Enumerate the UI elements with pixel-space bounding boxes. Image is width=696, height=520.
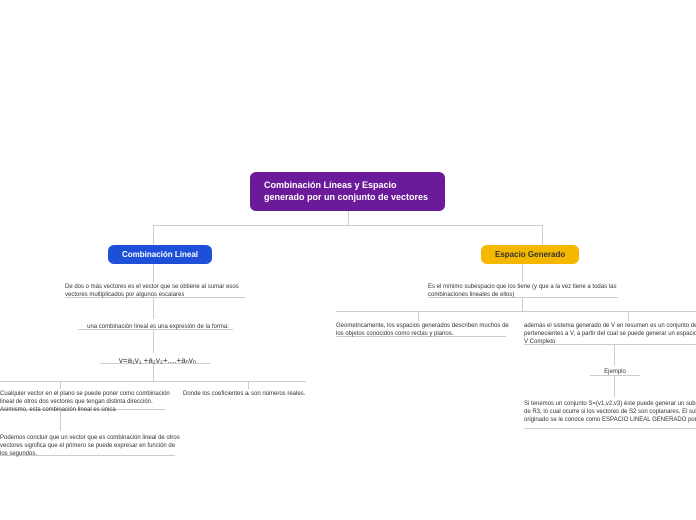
formula-node: v=a₁v₁ +a₂v₂+....+aₙvₙ: [100, 356, 215, 365]
connector: [628, 311, 629, 321]
text-content: Si tenemos un conjunto S={v1,v2,v3} éste…: [524, 401, 696, 423]
connector: [522, 262, 523, 282]
connector: [336, 311, 696, 312]
text-content: Donde los coeficientes aᵢ son números re…: [183, 391, 305, 397]
text-node: una combinación lineal es una expresión …: [78, 323, 238, 331]
text-node: Cualquier vector en el plano se puede po…: [0, 390, 170, 414]
root-node[interactable]: Combinación Líneas y Espacio generado po…: [250, 172, 445, 211]
connector: [153, 297, 154, 319]
connector: [153, 363, 154, 381]
connector: [348, 211, 349, 225]
text-node: Podemos concluir que un vector que es co…: [0, 434, 180, 458]
root-label: Combinación Líneas y Espacio generado po…: [250, 172, 445, 211]
connector: [153, 225, 543, 226]
connector: [614, 375, 615, 397]
connector: [542, 225, 543, 245]
text-content: Es el mínimo subespacio que los tiene (y…: [428, 284, 616, 298]
formula-text: v=a₁v₁ +a₂v₂+....+aₙvₙ: [119, 356, 196, 365]
text-content: además el sistema generado de V en resum…: [524, 323, 696, 345]
text-node: además el sistema generado de V en resum…: [524, 322, 696, 346]
connector: [418, 311, 419, 321]
connector: [524, 428, 696, 429]
text-content: una combinación lineal es una expresión …: [87, 324, 229, 330]
text-node: De dos o más vectores es el vector que s…: [65, 283, 255, 299]
text-content: Geometricamente, los espacios generados …: [336, 323, 509, 337]
connector: [248, 381, 249, 389]
text-content: De dos o más vectores es el vector que s…: [65, 284, 239, 298]
connector: [60, 381, 61, 389]
connector: [153, 329, 154, 353]
text-node: Es el mínimo subespacio que los tiene (y…: [428, 283, 623, 299]
text-node: Si tenemos un conjunto S={v1,v2,v3} éste…: [524, 400, 696, 424]
connector: [153, 225, 154, 245]
branch-label: Combinación Lineal: [122, 250, 198, 259]
connector: [153, 262, 154, 282]
branch-espacio[interactable]: Espacio Generado: [481, 245, 579, 264]
text-node: Donde los coeficientes aᵢ son números re…: [183, 390, 318, 398]
connector: [614, 344, 615, 366]
branch-label: Espacio Generado: [495, 250, 565, 259]
text-node: Geometricamente, los espacios generados …: [336, 322, 511, 338]
text-content: Podemos concluir que un vector que es co…: [0, 435, 180, 457]
connector: [0, 381, 306, 382]
text-content: Ejemplo: [604, 369, 626, 375]
mindmap-canvas: Combinación Líneas y Espacio generado po…: [0, 0, 696, 520]
branch-combinacion[interactable]: Combinación Lineal: [108, 245, 212, 264]
text-node: Ejemplo: [595, 368, 635, 376]
text-content: Cualquier vector en el plano se puede po…: [0, 391, 170, 413]
